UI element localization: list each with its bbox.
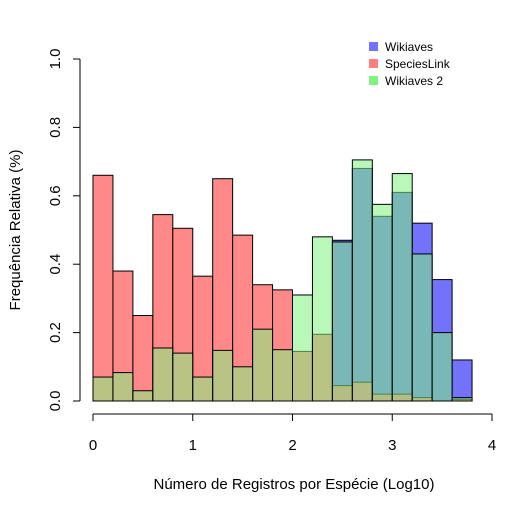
legend-swatch-specieslink [369,59,378,68]
y-axis-title: Frequência Relativa (%) [7,150,24,311]
y-tick-label: 0.8 [47,117,64,138]
y-tick-label: 1.0 [47,49,64,70]
bar-wikiaves-2-bin-16 [411,253,433,402]
bar-wikiaves-2-bin-14 [371,203,393,402]
legend-swatch-wikiaves-2 [369,76,378,85]
y-tick-label: 0.4 [47,254,64,275]
bar-wikiaves-2-bin-18 [451,397,473,402]
bar-wikiaves-2-bin-11 [311,236,333,402]
y-tick-label: 0.6 [47,185,64,206]
bar-specieslink-bin-2 [132,315,154,402]
legend-label-wikiaves-2: Wikiaves 2 [385,74,443,88]
bar-wikiaves-bin-18 [451,359,473,402]
bar-wikiaves-2-bin-13 [351,159,373,402]
x-tick-label: 3 [388,437,396,454]
bar-wikiaves-2-bin-15 [391,173,413,402]
bar-wikiaves-2-bin-4 [172,352,194,402]
legend-label-specieslink: SpeciesLink [385,57,451,71]
x-tick-label: 2 [288,437,296,454]
bar-wikiaves-2-bin-8 [252,328,274,402]
legend: Wikiaves SpeciesLink Wikiaves 2 [369,40,451,88]
bar-wikiaves-2-bin-5 [192,376,214,402]
bar-wikiaves-2-bin-10 [292,294,313,402]
bar-specieslink-bin-0 [92,174,114,402]
y-tick-label: 0.0 [47,391,64,412]
x-tick-label: 0 [89,437,97,454]
y-tick-label: 0.2 [47,322,64,343]
bar-wikiaves-2-bin-0 [92,376,114,402]
legend-swatch-wikiaves [369,42,378,51]
x-tick-label: 4 [488,437,496,454]
legend-label-wikiaves: Wikiaves [385,40,433,54]
bar-wikiaves-2-bin-2 [132,390,154,402]
bar-wikiaves-2-bin-9 [272,349,293,402]
bar-wikiaves-2-bin-12 [331,241,353,402]
bar-wikiaves-2-bin-1 [112,372,134,402]
bar-wikiaves-2-bin-17 [431,332,453,402]
x-axis-title: Número de Registros por Espécie (Log10) [154,476,435,493]
bar-wikiaves-2-bin-6 [212,349,234,402]
bars-layer [92,159,473,402]
bar-wikiaves-2-bin-7 [232,366,254,402]
axes-layer: 0 1 2 3 4 0.0 0.2 0.4 0.6 0.8 1.0 [47,49,496,454]
bar-wikiaves-2-bin-3 [152,347,174,402]
x-tick-label: 1 [189,437,197,454]
